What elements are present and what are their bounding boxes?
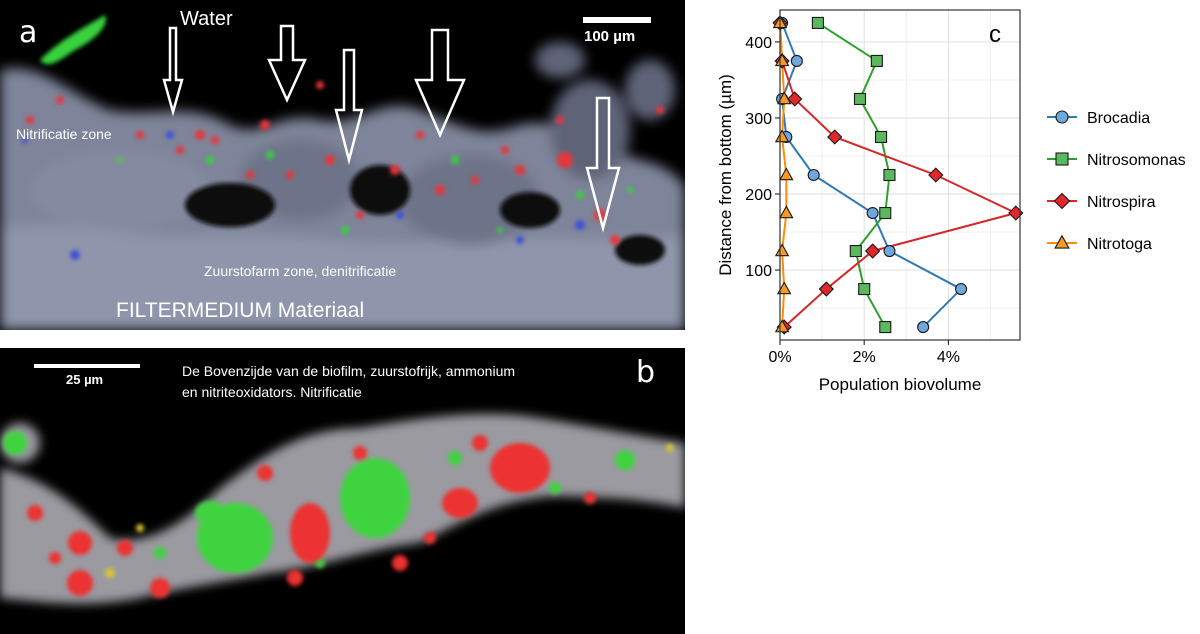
data-point-nitrotoga xyxy=(776,281,792,295)
legend-label-nitrospira: Nitrospira xyxy=(1087,194,1156,211)
scale-bar-label-b: 25 µm xyxy=(66,372,104,387)
chart-legend: Brocadia Nitrosomonas Nitrospira Nitrotoga xyxy=(1047,110,1186,253)
panel-letter-a: a xyxy=(19,15,38,50)
data-point-nitrosomonas xyxy=(883,168,896,182)
data-point-brocadia xyxy=(883,244,896,258)
legend-marker-nitrospira xyxy=(1053,192,1071,210)
panel-b-micrograph: b 25 µm De Bovenzijde van de biofilm, zu… xyxy=(0,348,685,634)
data-point-nitrospira xyxy=(928,167,944,183)
x-tick-label: 4% xyxy=(937,349,960,366)
data-point-nitrotoga xyxy=(774,53,790,67)
panel-a-micrograph: a Water 100 µm Nitrificatie zone Zuursto… xyxy=(0,0,685,330)
panel-b-description-line2: en nitriteoxidators. Nitrificatie xyxy=(182,384,362,400)
biofilm-cross-section-image xyxy=(0,0,685,330)
y-axis: 100 200 300 400 xyxy=(745,35,780,280)
legend-label-nitrosomonas: Nitrosomonas xyxy=(1087,152,1186,169)
scale-bar-100 xyxy=(583,17,651,23)
water-label: Water xyxy=(180,8,233,30)
dark-cavities xyxy=(185,165,665,265)
flow-arrow-icon xyxy=(162,26,184,117)
green-cell-clusters xyxy=(40,15,633,234)
data-point-nitrotoga xyxy=(779,205,794,219)
flow-arrow-icon xyxy=(585,96,621,233)
scale-bar-label-a: 100 µm xyxy=(584,28,636,45)
data-point-nitrospira xyxy=(818,281,834,297)
yellow-cells xyxy=(105,444,674,578)
data-point-nitrotoga xyxy=(779,167,794,181)
filter-medium-label: FILTERMEDIUM Materiaal xyxy=(116,299,365,322)
data-point-nitrosomonas xyxy=(879,206,892,220)
water-flow-arrows xyxy=(162,24,621,233)
data-point-nitrosomonas xyxy=(875,130,888,144)
data-point-nitrospira xyxy=(864,243,881,259)
panel-letter-b: b xyxy=(636,355,656,390)
nitrification-zone-label: Nitrificatie zone xyxy=(16,126,112,142)
scale-bar-25 xyxy=(34,364,140,368)
data-point-nitrotoga xyxy=(774,319,790,333)
data-point-brocadia xyxy=(955,283,968,296)
data-point-nitrosomonas xyxy=(858,283,871,296)
low-oxygen-zone-label: Zuurstofarm zone, denitrificatie xyxy=(204,263,397,279)
data-point-nitrospira xyxy=(787,91,803,107)
plot-area xyxy=(780,10,1020,340)
data-point-nitrosomonas xyxy=(870,54,883,67)
y-tick-label: 100 xyxy=(745,263,772,280)
x-tick-label: 0% xyxy=(768,349,791,366)
panel-b-description-line1: De Bovenzijde van de biofilm, zuurstofri… xyxy=(182,363,516,379)
blue-cell-clusters xyxy=(22,131,585,260)
series-layer xyxy=(772,15,1024,335)
data-point-nitrospira xyxy=(827,129,843,145)
biofilm-surface-image xyxy=(0,348,685,634)
legend-marker-brocadia xyxy=(1055,110,1069,124)
y-tick-label: 300 xyxy=(745,111,772,128)
flow-arrow-icon xyxy=(334,48,364,165)
x-axis: 0% 2% 4% xyxy=(768,340,960,366)
legend-label-brocadia: Brocadia xyxy=(1087,110,1150,127)
chart-letter-c: c xyxy=(989,21,1001,48)
data-point-nitrosomonas xyxy=(879,321,892,334)
y-tick-label: 200 xyxy=(745,187,772,204)
data-point-nitrotoga xyxy=(774,129,790,143)
data-point-nitrotoga xyxy=(774,243,790,257)
data-point-brocadia xyxy=(790,54,803,67)
data-point-nitrosomonas xyxy=(811,16,824,29)
data-point-nitrosomonas xyxy=(853,92,867,106)
flow-arrow-icon xyxy=(414,28,466,139)
red-colonies xyxy=(27,435,596,598)
flow-arrow-icon xyxy=(267,24,307,104)
x-tick-label: 2% xyxy=(853,349,876,366)
legend-marker-nitrosomonas xyxy=(1055,152,1069,166)
data-point-brocadia xyxy=(807,168,820,182)
green-colonies xyxy=(3,431,635,573)
legend-marker-nitrotoga xyxy=(1054,234,1070,249)
y-axis-label: Distance from bottom (µm) xyxy=(716,74,735,276)
legend-label-nitrotoga: Nitrotoga xyxy=(1087,236,1152,253)
data-point-brocadia xyxy=(866,206,879,220)
data-point-brocadia xyxy=(917,321,930,334)
grid-minor xyxy=(780,10,1020,340)
data-point-nitrosomonas xyxy=(849,244,862,258)
y-tick-label: 400 xyxy=(745,35,772,52)
plot-frame xyxy=(779,9,1021,341)
x-axis-label: Population biovolume xyxy=(819,375,982,394)
population-profile-chart: 0% 2% 4% 100 200 300 400 c Population biovolu… xyxy=(716,9,1186,394)
data-point-nitrotoga xyxy=(776,91,792,105)
